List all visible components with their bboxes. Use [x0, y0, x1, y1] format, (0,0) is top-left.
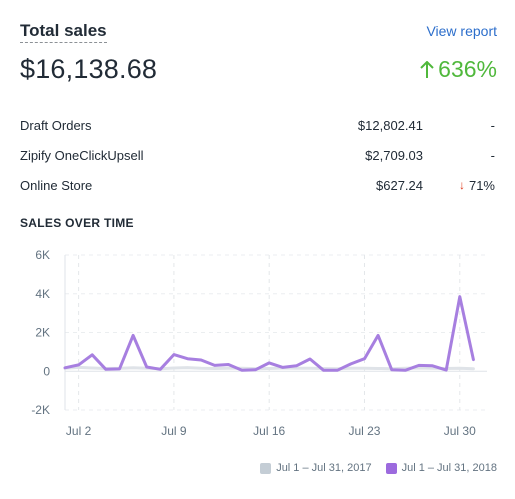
channel-change: -	[423, 148, 495, 163]
x-tick-label: Jul 16	[253, 424, 285, 438]
channel-value: $2,709.03	[365, 147, 423, 163]
total-sales-value: $16,138.68	[20, 54, 158, 84]
x-tick-label: Jul 9	[161, 424, 187, 438]
channel-value: $627.24	[376, 177, 423, 193]
section-title: SALES OVER TIME	[20, 216, 134, 230]
y-tick-label: 2K	[35, 326, 50, 340]
arrow-down-icon: ↓	[458, 178, 465, 192]
card-title[interactable]: Total sales	[20, 22, 107, 43]
sales-over-time-chart: 6K 4K 2K 0 -2K Jul 2 Jul 9 Jul 16 Jul 23 Jul 30	[31, 248, 487, 438]
channel-name: Online Store	[20, 177, 93, 193]
y-tick-label: 6K	[35, 248, 50, 262]
channel-change: ↓ 71%	[423, 178, 495, 193]
channel-name: Zipify OneClickUpsell	[20, 147, 144, 163]
growth-indicator: 636%	[420, 56, 497, 83]
legend-label: Jul 1 – Jul 31, 2017	[276, 462, 372, 474]
series-line-2017	[63, 365, 475, 371]
channel-change: -	[423, 118, 495, 133]
change-value: -	[490, 117, 495, 133]
view-report-link[interactable]: View report	[426, 23, 497, 39]
sales-breakdown-list: Draft Orders $12,802.41 - Zipify OneClic…	[20, 110, 495, 200]
legend-swatch	[385, 462, 397, 474]
list-item: Online Store $627.24 ↓ 71%	[20, 170, 495, 200]
legend-swatch	[260, 462, 272, 474]
x-tick-label: Jul 30	[444, 424, 476, 438]
channel-name: Draft Orders	[20, 117, 92, 133]
y-tick-label: 0	[43, 364, 50, 378]
growth-value: 636%	[438, 56, 497, 82]
arrow-up-icon	[420, 60, 434, 78]
chart-legend: Jul 1 – Jul 31, 2017 Jul 1 – Jul 31, 201…	[260, 462, 497, 474]
legend-label: Jul 1 – Jul 31, 2018	[401, 462, 497, 474]
legend-item-2017[interactable]: Jul 1 – Jul 31, 2017	[260, 462, 372, 474]
x-tick-label: Jul 23	[348, 424, 380, 438]
y-tick-label: 4K	[35, 287, 50, 301]
channel-value: $12,802.41	[357, 117, 423, 133]
change-value: 71%	[468, 177, 495, 193]
x-tick-label: Jul 2	[66, 424, 92, 438]
legend-item-2018[interactable]: Jul 1 – Jul 31, 2018	[385, 462, 497, 474]
change-value: -	[490, 147, 495, 163]
series-line-2018	[63, 295, 475, 372]
list-item: Zipify OneClickUpsell $2,709.03 -	[20, 140, 495, 170]
y-tick-label: -2K	[31, 403, 50, 417]
list-item: Draft Orders $12,802.41 -	[20, 110, 495, 140]
